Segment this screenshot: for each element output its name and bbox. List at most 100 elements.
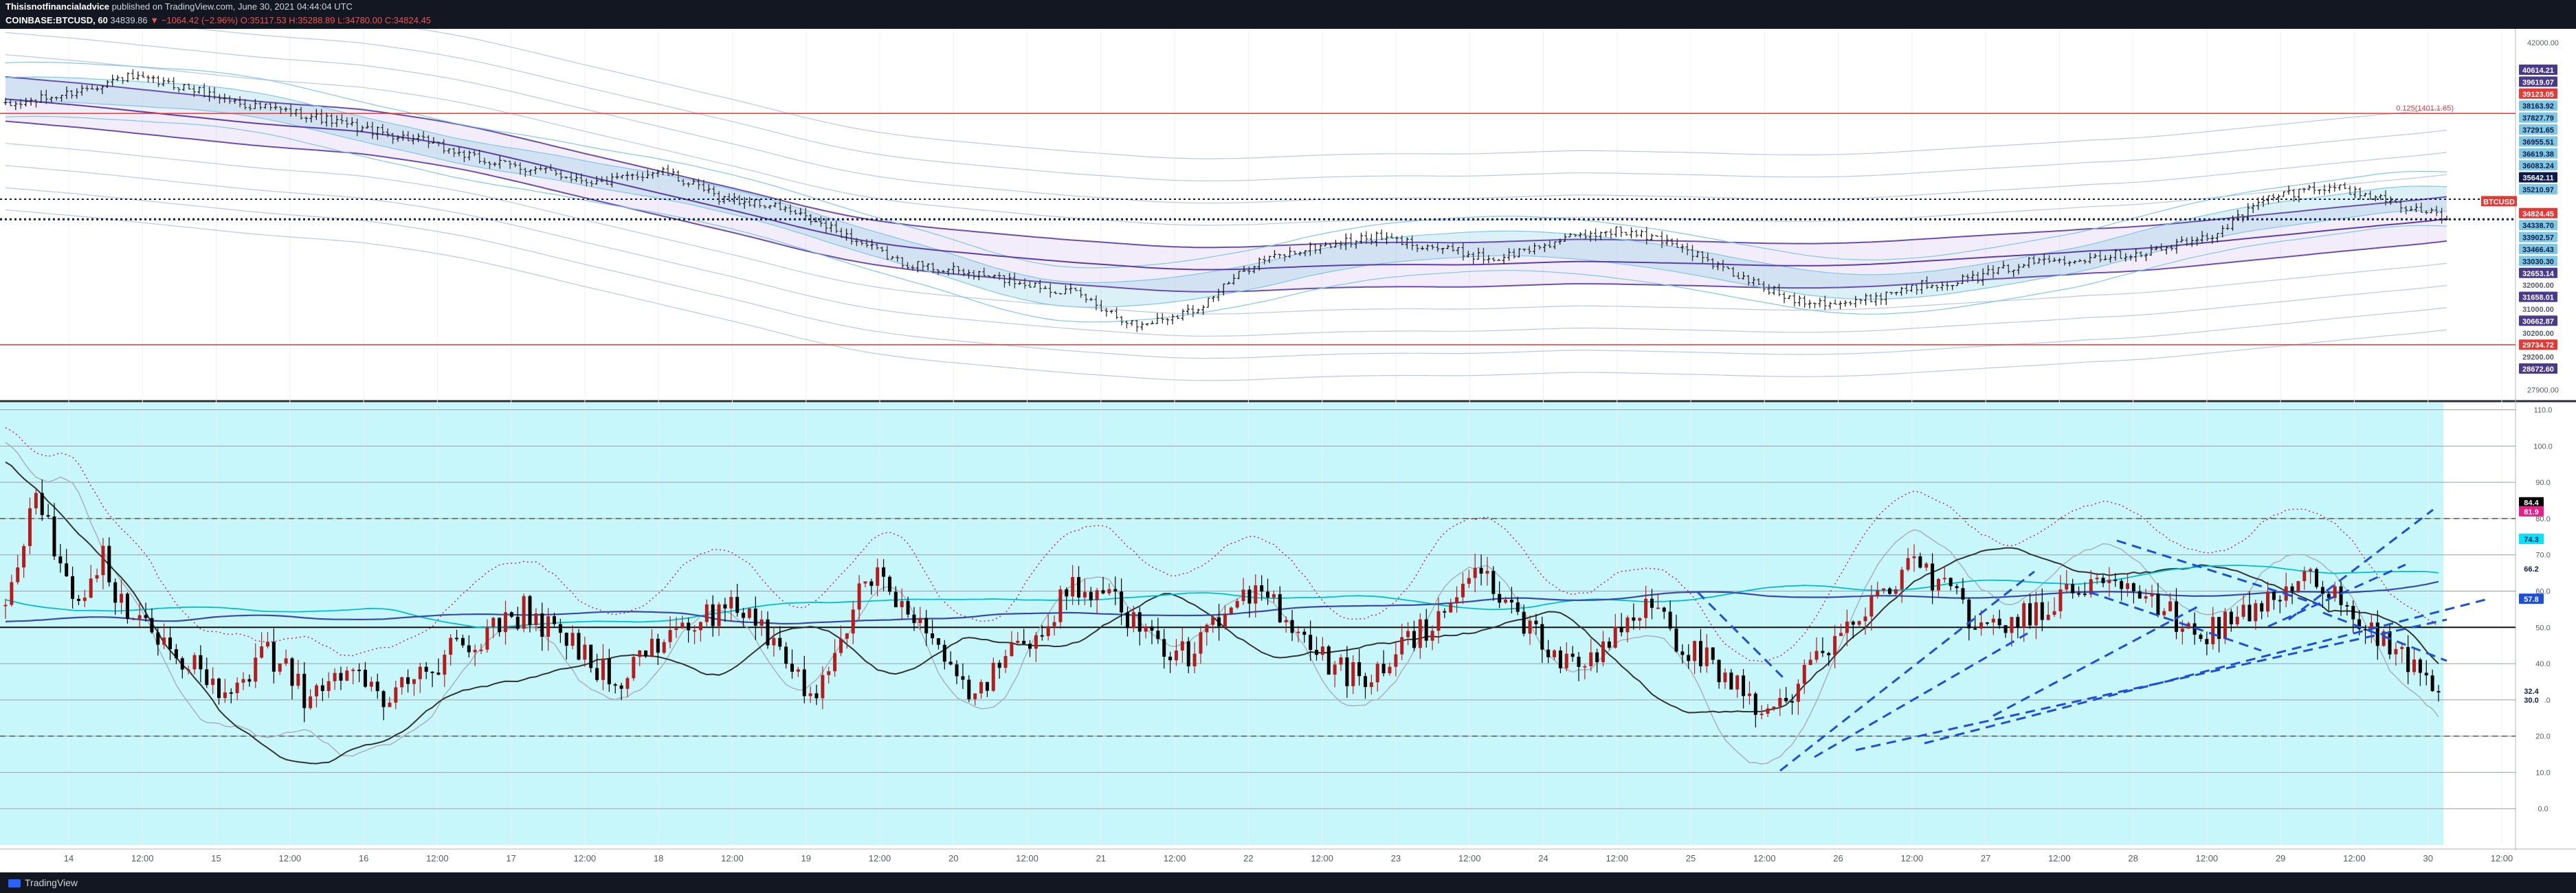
osc-candle — [1150, 626, 1154, 631]
osc-candle — [1046, 626, 1050, 636]
osc-candle — [735, 596, 740, 613]
trendline — [1696, 591, 1788, 683]
osc-candle — [1241, 589, 1245, 601]
osc-label-text: 74.3 — [2524, 536, 2538, 544]
price-axis-label: 35642.11 — [2519, 172, 2557, 183]
osc-candle — [1229, 607, 1233, 614]
osc-tick-label: 70.0 — [2535, 552, 2550, 560]
osc-candle — [260, 646, 264, 658]
osc-candle — [211, 678, 215, 686]
price-axis-label: 29734.72 — [2519, 339, 2557, 350]
osc-candle — [967, 679, 971, 699]
osc-candle — [1430, 631, 1434, 641]
osc-candle — [2394, 648, 2398, 655]
osc-candle — [1540, 624, 1544, 650]
osc-candle — [2156, 594, 2160, 615]
osc-candle — [326, 681, 331, 691]
price-axis-label: 31000.00 — [2519, 304, 2557, 314]
osc-candle — [1924, 563, 1929, 568]
oscillator-pane-future — [2443, 403, 2516, 845]
osc-candle — [570, 633, 575, 646]
symbol-name[interactable]: COINBASE:BTCUSD, 60 — [5, 15, 108, 25]
osc-candle — [1814, 651, 1819, 660]
osc-candle — [1180, 641, 1184, 651]
osc-candle — [1217, 617, 1221, 626]
osc-candle — [687, 622, 691, 631]
chart-canvas[interactable]: 14 12:00 15 12:00 16 12:00 17 12:00 18 12:00 19 12:… — [0, 29, 2576, 872]
osc-candle — [1101, 590, 1105, 594]
osc-blue-line — [5, 580, 2439, 625]
osc-candle — [936, 638, 940, 645]
osc-candle — [693, 630, 697, 632]
x-tick-label: 12:00 — [2491, 853, 2513, 863]
osc-candle — [1120, 591, 1124, 613]
osc-candle — [1424, 619, 1428, 641]
osc-candle — [1509, 600, 1513, 602]
osc-label-box — [2519, 534, 2544, 545]
x-tick-label: 16 — [359, 853, 368, 863]
brand-label: TradingView — [25, 877, 78, 888]
osc-candle — [107, 545, 111, 583]
price-axis-label: 36083.24 — [2519, 160, 2557, 171]
price-tick-label: 42000.00 — [2527, 39, 2559, 47]
osc-candle — [931, 633, 935, 639]
osc-candle — [759, 619, 764, 626]
osc-candle — [589, 644, 593, 668]
x-tick-label: 15 — [211, 853, 221, 863]
osc-candle — [1290, 620, 1294, 633]
price-tick-label: 27900.00 — [2527, 387, 2559, 395]
x-tick-label: 18 — [654, 853, 663, 863]
price-label-box — [2519, 291, 2557, 302]
osc-candle — [1772, 706, 1776, 709]
osc-candle — [717, 604, 721, 626]
osc-candle — [2162, 611, 2166, 615]
price-pane — [0, 30, 2516, 400]
x-tick-label: 22 — [1243, 853, 1253, 863]
price-label-box — [2519, 267, 2557, 278]
osc-candle — [772, 637, 776, 646]
osc-candle — [638, 651, 642, 657]
osc-candle — [3, 604, 8, 607]
osc-candle — [1394, 654, 1398, 667]
osc-candle — [2400, 646, 2404, 649]
price-label-text: 32653.14 — [2522, 270, 2555, 278]
price-label-box — [2519, 304, 2557, 314]
osc-candle — [1315, 650, 1319, 655]
osc-candle — [649, 638, 654, 657]
osc-candle — [1882, 588, 1886, 591]
osc-candle — [1174, 651, 1178, 661]
price-label-text: 29200.00 — [2522, 354, 2554, 362]
osc-candle — [46, 515, 50, 517]
osc-candle — [1034, 635, 1038, 649]
osc-candle — [2406, 646, 2410, 672]
osc-label-box — [2519, 694, 2544, 705]
osc-candle — [1570, 653, 1575, 657]
osc-label-text: 84.4 — [2524, 499, 2539, 508]
osc-candle — [662, 642, 666, 653]
tradingview-brand[interactable]: TradingView — [8, 877, 78, 888]
osc-candle — [1985, 622, 1989, 624]
osc-candle — [2436, 690, 2441, 692]
osc-candle — [2357, 619, 2362, 629]
x-tick-label: 12:00 — [1458, 853, 1481, 863]
osc-candle — [827, 671, 831, 675]
basis-line — [5, 98, 2447, 271]
osc-candle — [2095, 578, 2099, 580]
author-name[interactable]: Thisisnotfinancialadvice — [5, 1, 109, 12]
osc-candle — [1668, 611, 1672, 629]
osc-candle — [552, 616, 556, 624]
osc-candle — [2430, 675, 2434, 691]
inner-band-line — [5, 101, 2447, 308]
chart-header: Thisisnotfinancialadvice published on Tr… — [0, 0, 2576, 29]
osc-candle — [2126, 583, 2130, 589]
osc-candle — [882, 567, 886, 577]
osc-candle — [1022, 640, 1026, 644]
osc-candle — [1674, 629, 1678, 652]
price-label-box — [2519, 363, 2557, 374]
osc-candle — [1918, 556, 1922, 568]
price-axis-label: 36955.51 — [2519, 136, 2557, 147]
osc-candle — [284, 658, 288, 664]
tradingview-logo-icon — [8, 879, 21, 888]
chart-footer: TradingView — [0, 872, 2576, 893]
x-tick-label: 12:00 — [1164, 853, 1186, 863]
